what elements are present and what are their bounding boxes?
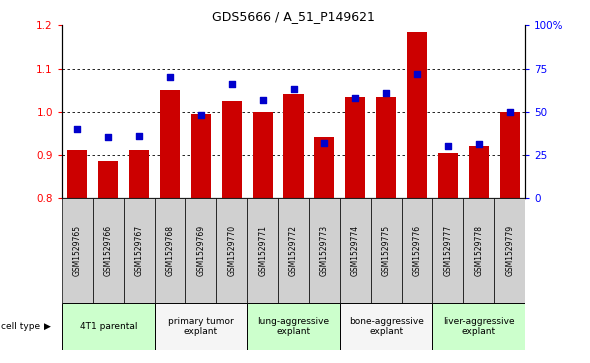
- Bar: [191, 114, 211, 198]
- Bar: [253, 112, 273, 198]
- Text: GSM1529773: GSM1529773: [320, 225, 329, 276]
- Point: [320, 140, 329, 146]
- FancyBboxPatch shape: [340, 198, 371, 303]
- FancyBboxPatch shape: [185, 198, 217, 303]
- FancyBboxPatch shape: [494, 198, 525, 303]
- Point: [412, 71, 422, 77]
- Bar: [438, 152, 458, 198]
- Point: [104, 135, 113, 140]
- Text: GSM1529776: GSM1529776: [412, 225, 421, 276]
- Text: ▶: ▶: [44, 322, 51, 331]
- Text: GSM1529774: GSM1529774: [351, 225, 360, 276]
- Point: [382, 90, 391, 95]
- Point: [474, 142, 484, 147]
- FancyBboxPatch shape: [155, 198, 185, 303]
- Text: lung-aggressive
explant: lung-aggressive explant: [257, 317, 330, 337]
- FancyBboxPatch shape: [93, 198, 124, 303]
- Point: [196, 112, 206, 118]
- Point: [227, 81, 237, 87]
- FancyBboxPatch shape: [278, 198, 309, 303]
- Bar: [222, 101, 242, 198]
- FancyBboxPatch shape: [432, 303, 525, 350]
- Bar: [376, 97, 396, 198]
- Bar: [407, 32, 427, 198]
- Text: GSM1529779: GSM1529779: [505, 225, 514, 276]
- FancyBboxPatch shape: [62, 198, 93, 303]
- Point: [289, 86, 299, 92]
- FancyBboxPatch shape: [463, 198, 494, 303]
- Point: [505, 109, 514, 115]
- Text: GSM1529777: GSM1529777: [444, 225, 453, 276]
- Bar: [345, 97, 365, 198]
- Bar: [500, 112, 520, 198]
- Bar: [98, 161, 119, 198]
- Bar: [314, 138, 335, 198]
- FancyBboxPatch shape: [155, 303, 247, 350]
- Text: GSM1529778: GSM1529778: [474, 225, 483, 276]
- FancyBboxPatch shape: [217, 198, 247, 303]
- Title: GDS5666 / A_51_P149621: GDS5666 / A_51_P149621: [212, 10, 375, 23]
- Text: liver-aggressive
explant: liver-aggressive explant: [443, 317, 514, 337]
- Text: GSM1529766: GSM1529766: [104, 225, 113, 276]
- FancyBboxPatch shape: [247, 303, 340, 350]
- FancyBboxPatch shape: [62, 303, 155, 350]
- FancyBboxPatch shape: [124, 198, 155, 303]
- Point: [258, 97, 267, 102]
- FancyBboxPatch shape: [432, 198, 463, 303]
- Point: [165, 74, 175, 80]
- Text: cell type: cell type: [1, 322, 40, 331]
- Bar: [129, 150, 149, 198]
- Bar: [160, 90, 180, 198]
- Point: [135, 133, 144, 139]
- Bar: [283, 94, 304, 198]
- Point: [73, 126, 82, 132]
- Text: GSM1529770: GSM1529770: [227, 225, 236, 276]
- Text: GSM1529769: GSM1529769: [196, 225, 205, 276]
- Text: GSM1529772: GSM1529772: [289, 225, 298, 276]
- Text: 4T1 parental: 4T1 parental: [80, 322, 137, 331]
- Text: GSM1529765: GSM1529765: [73, 225, 82, 276]
- FancyBboxPatch shape: [340, 303, 432, 350]
- Bar: [67, 150, 87, 198]
- Text: primary tumor
explant: primary tumor explant: [168, 317, 234, 337]
- FancyBboxPatch shape: [371, 198, 402, 303]
- Text: GSM1529767: GSM1529767: [135, 225, 143, 276]
- Point: [443, 143, 453, 149]
- Text: GSM1529775: GSM1529775: [382, 225, 391, 276]
- Text: bone-aggressive
explant: bone-aggressive explant: [349, 317, 424, 337]
- Point: [350, 95, 360, 101]
- FancyBboxPatch shape: [247, 198, 278, 303]
- Bar: [468, 146, 489, 198]
- Text: GSM1529768: GSM1529768: [166, 225, 175, 276]
- FancyBboxPatch shape: [309, 198, 340, 303]
- Text: GSM1529771: GSM1529771: [258, 225, 267, 276]
- FancyBboxPatch shape: [402, 198, 432, 303]
